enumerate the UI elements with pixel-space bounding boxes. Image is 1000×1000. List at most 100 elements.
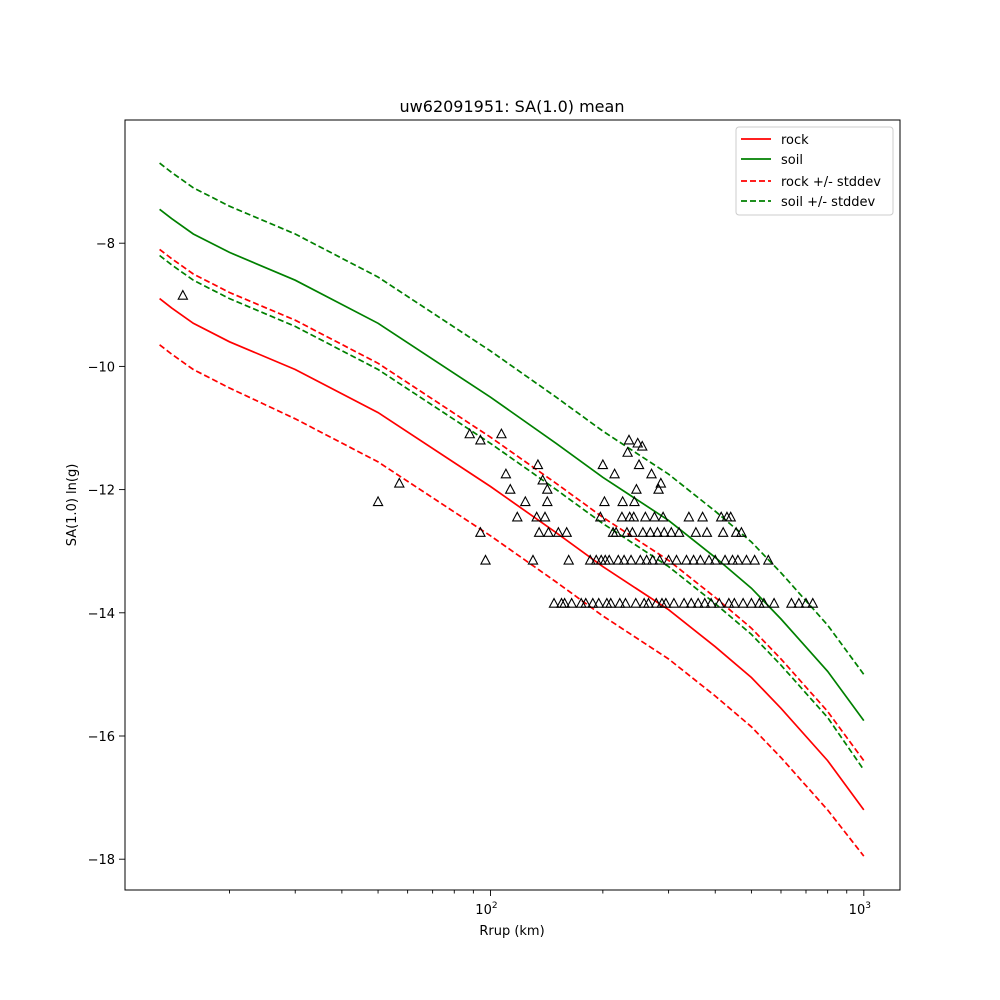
observation-point bbox=[628, 495, 640, 507]
observation-point bbox=[665, 526, 677, 537]
observation-point bbox=[630, 597, 642, 608]
observation-point bbox=[593, 597, 605, 608]
observation-point bbox=[663, 554, 675, 565]
observation-point bbox=[730, 526, 742, 537]
observation-point bbox=[785, 597, 797, 608]
observation-point bbox=[393, 477, 405, 488]
observation-point bbox=[732, 554, 744, 565]
observation-point bbox=[717, 526, 729, 537]
legend-label-rock: rock bbox=[781, 133, 809, 148]
y-tick-label: −14 bbox=[88, 607, 115, 622]
observation-point bbox=[800, 597, 812, 608]
observation-point bbox=[637, 526, 649, 537]
observation-point bbox=[479, 554, 492, 565]
observation-point bbox=[584, 554, 596, 565]
observation-point bbox=[699, 597, 711, 608]
observation-point bbox=[561, 526, 573, 537]
series-line-4 bbox=[159, 162, 865, 675]
observation-point bbox=[612, 554, 624, 565]
observation-point bbox=[531, 511, 543, 522]
observation-point bbox=[552, 526, 564, 537]
observation-point bbox=[768, 597, 780, 608]
observation-point bbox=[690, 526, 702, 537]
observation-point bbox=[709, 554, 721, 565]
observation-point bbox=[597, 458, 609, 470]
observation-point bbox=[594, 511, 606, 522]
observation-point bbox=[657, 511, 669, 522]
series-line-1 bbox=[159, 208, 865, 722]
observations-layer bbox=[177, 289, 819, 608]
observation-point bbox=[541, 483, 553, 494]
observation-point bbox=[616, 511, 628, 522]
observation-point bbox=[793, 597, 805, 608]
y-tick-label: −18 bbox=[88, 853, 115, 868]
observation-point bbox=[495, 427, 507, 439]
observation-point bbox=[563, 554, 575, 565]
y-tick-label: −12 bbox=[88, 484, 115, 499]
observation-point bbox=[725, 511, 737, 522]
observation-point bbox=[688, 554, 700, 565]
observation-point bbox=[598, 495, 610, 507]
observation-point bbox=[740, 554, 753, 565]
legend-label-soil: soil bbox=[781, 153, 803, 168]
y-axis-title: SA(1.0) ln(g) bbox=[65, 464, 80, 547]
observation-point bbox=[697, 511, 709, 522]
observation-point bbox=[645, 468, 658, 479]
series-line-2 bbox=[159, 248, 865, 762]
y-axis: −8 −10 −12 −14 −16 −18 bbox=[88, 237, 125, 868]
legend-box bbox=[735, 126, 894, 216]
observation-point bbox=[559, 597, 571, 608]
observation-point bbox=[533, 526, 545, 537]
y-tick-label: −8 bbox=[96, 237, 115, 252]
series-line-5 bbox=[159, 254, 865, 771]
chart-title: uw62091951: SA(1.0) mean bbox=[400, 97, 625, 116]
observation-point bbox=[670, 554, 683, 565]
observation-point bbox=[727, 554, 739, 565]
observation-point bbox=[653, 483, 665, 494]
x-tick-label: 103 bbox=[849, 901, 871, 918]
observation-point bbox=[715, 511, 727, 522]
observation-point bbox=[618, 554, 630, 565]
y-tick-label: −10 bbox=[88, 360, 115, 375]
series-layer bbox=[159, 162, 865, 857]
observation-point bbox=[694, 554, 706, 565]
observation-point bbox=[500, 468, 512, 479]
observation-point bbox=[650, 597, 662, 608]
observation-point bbox=[587, 597, 599, 608]
observation-point bbox=[680, 554, 693, 565]
observation-point bbox=[623, 434, 635, 445]
plot-frame bbox=[124, 119, 901, 891]
observation-point bbox=[648, 511, 661, 522]
observation-point bbox=[519, 495, 531, 507]
observation-point bbox=[511, 511, 523, 522]
observation-point bbox=[737, 597, 749, 608]
legend-label-rock-stddev: rock +/- stddev bbox=[781, 175, 881, 190]
observation-point bbox=[642, 597, 654, 608]
observation-point bbox=[628, 511, 640, 522]
observation-point bbox=[705, 597, 717, 608]
observation-point bbox=[548, 597, 560, 608]
observation-point bbox=[639, 511, 651, 522]
observation-point bbox=[762, 554, 774, 565]
observation-point bbox=[630, 483, 642, 494]
observation-point bbox=[685, 597, 697, 608]
observation-point bbox=[654, 554, 666, 565]
legend: rock soil rock +/- stddev soil +/- stdde… bbox=[735, 126, 894, 216]
observation-point bbox=[647, 554, 659, 565]
observation-point bbox=[713, 597, 725, 608]
observation-point bbox=[610, 526, 622, 537]
observation-point bbox=[644, 526, 656, 537]
observation-point bbox=[678, 597, 690, 608]
x-axis-title: Rrup (km) bbox=[479, 924, 544, 939]
observation-point bbox=[673, 526, 685, 537]
observation-point bbox=[807, 597, 819, 608]
observation-point bbox=[641, 554, 653, 565]
observation-point bbox=[692, 597, 704, 608]
observation-point bbox=[749, 554, 761, 565]
observation-point bbox=[655, 477, 667, 488]
observation-point bbox=[464, 427, 476, 439]
observation-point bbox=[668, 597, 680, 608]
observation-point bbox=[701, 526, 713, 537]
observation-point bbox=[617, 495, 629, 507]
observation-point bbox=[632, 437, 644, 448]
